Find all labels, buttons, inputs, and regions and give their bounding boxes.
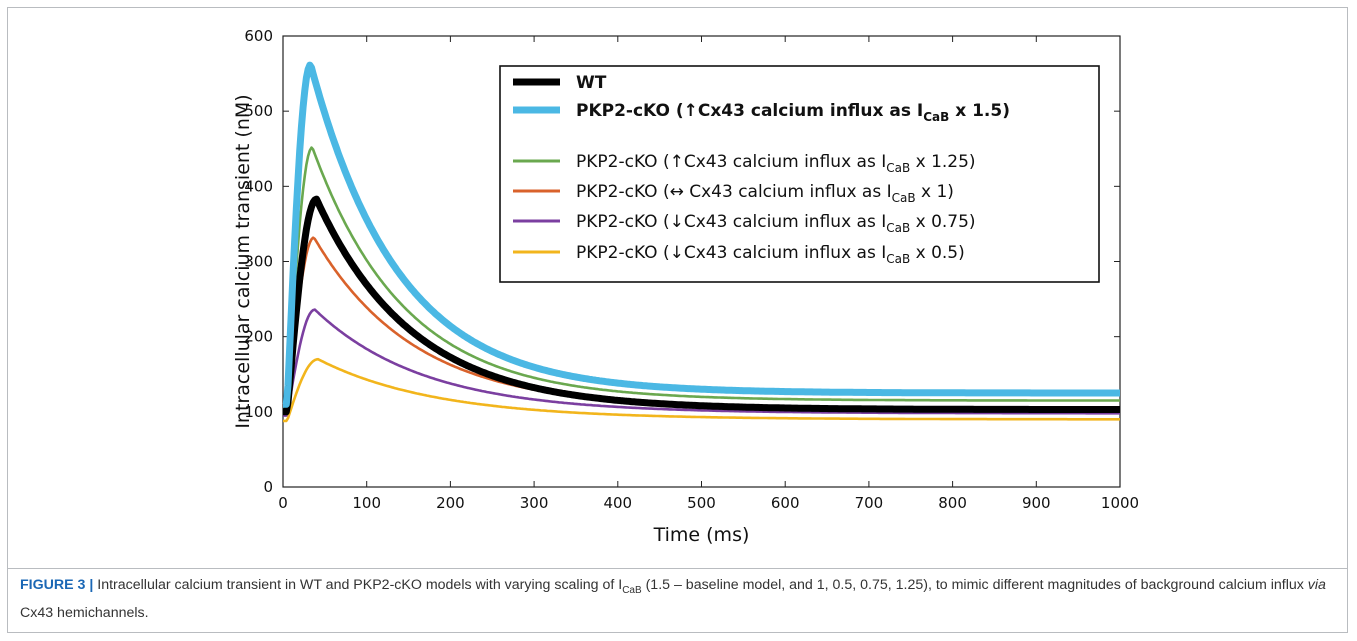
y-tick-label: 200	[244, 328, 273, 346]
legend-label-5: PKP2-cKO (↓Cx43 calcium influx as ICaB x…	[576, 243, 965, 266]
caption-subscript: CaB	[622, 584, 642, 596]
x-tick-label: 700	[855, 494, 884, 512]
legend-label-0: WT	[576, 73, 607, 93]
caption-text-2: (1.5 – baseline model, and 1, 0.5, 0.75,…	[641, 577, 1308, 593]
series-line-5	[283, 357, 1120, 423]
series-lines	[281, 61, 1122, 423]
x-tick-label: 800	[938, 494, 967, 512]
caption-divider	[7, 568, 1348, 569]
legend-label-4: PKP2-cKO (↓Cx43 calcium influx as ICaB x…	[576, 212, 976, 235]
legend-label-2: PKP2-cKO (↑Cx43 calcium influx as ICaB x…	[576, 152, 976, 175]
x-tick-label: 400	[603, 494, 632, 512]
caption-figure-label: FIGURE 3 |	[20, 577, 94, 593]
series-line-1	[281, 61, 1122, 408]
y-tick-label: 400	[244, 177, 273, 195]
figure-caption: FIGURE 3 | Intracellular calcium transie…	[20, 574, 1340, 624]
x-tick-label: 900	[1022, 494, 1051, 512]
x-tick-label: 200	[436, 494, 465, 512]
y-tick-label: 600	[244, 27, 273, 45]
x-axis-title: Time (ms)	[653, 524, 750, 546]
caption-text-3: Cx43 hemichannels.	[20, 604, 149, 621]
legend-box	[499, 65, 1100, 283]
series-line-0	[281, 195, 1122, 416]
y-tick-label: 500	[244, 102, 273, 120]
y-axis-title: Intracellular calcium transient (nM)	[232, 94, 254, 428]
x-tick-label: 600	[771, 494, 800, 512]
legend: WT PKP2-cKO (↑Cx43 calcium influx as ICaB…	[499, 65, 1100, 283]
legend-label-1: PKP2-cKO (↑Cx43 calcium influx as ICaB x…	[576, 101, 1010, 124]
series-line-4	[283, 308, 1120, 417]
x-tick-label: 100	[352, 494, 381, 512]
caption-text-1: Intracellular calcium transient in WT an…	[93, 577, 623, 593]
axes: 0 100 200 300 400 500 600 700 800 900 1000 0 100 200 3…	[244, 27, 1139, 512]
caption-italic: via	[1307, 577, 1326, 593]
x-tick-label: 300	[520, 494, 549, 512]
legend-label-3: PKP2-cKO (↔ Cx43 calcium influx as ICaB …	[576, 182, 954, 205]
x-tick-label: 500	[687, 494, 716, 512]
series-line-2	[283, 146, 1120, 410]
x-tick-label: 0	[278, 494, 288, 512]
axis-titles: Time (ms) Intracellular calcium transient…	[232, 94, 749, 546]
y-tick-label: 0	[263, 478, 273, 496]
y-tick-label: 300	[244, 253, 273, 271]
y-tick-label: 100	[244, 403, 273, 421]
line-chart: 0 100 200 300 400 500 600 700 800 900 1000 0 100 200 3…	[232, 27, 1139, 546]
x-tick-label: 1000	[1101, 494, 1139, 512]
figure-frame	[7, 7, 1348, 633]
